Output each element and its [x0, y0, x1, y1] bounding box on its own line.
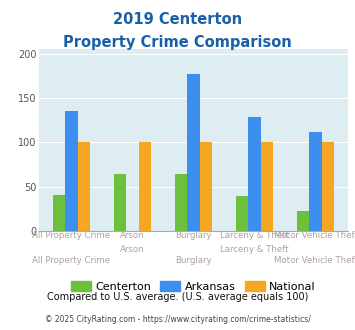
Text: Burglary: Burglary — [175, 231, 212, 240]
Text: Compared to U.S. average. (U.S. average equals 100): Compared to U.S. average. (U.S. average … — [47, 292, 308, 302]
Text: Arson: Arson — [120, 231, 145, 240]
Text: Motor Vehicle Theft: Motor Vehicle Theft — [274, 231, 355, 240]
Bar — [200, 142, 212, 231]
Text: Burglary: Burglary — [175, 256, 212, 265]
Bar — [236, 196, 248, 231]
Bar — [187, 74, 200, 231]
Text: All Property Crime: All Property Crime — [32, 231, 110, 240]
Text: Arson: Arson — [120, 245, 145, 254]
Legend: Centerton, Arkansas, National: Centerton, Arkansas, National — [67, 277, 320, 296]
Bar — [297, 211, 310, 231]
Text: Property Crime Comparison: Property Crime Comparison — [63, 35, 292, 50]
Bar — [261, 142, 273, 231]
Bar — [77, 142, 90, 231]
Bar — [53, 195, 65, 231]
Bar — [322, 142, 334, 231]
Text: Motor Vehicle Theft: Motor Vehicle Theft — [274, 256, 355, 265]
Bar — [248, 117, 261, 231]
Bar — [114, 174, 126, 231]
Text: Larceny & Theft: Larceny & Theft — [220, 231, 289, 240]
Text: All Property Crime: All Property Crime — [32, 256, 110, 265]
Text: 2019 Centerton: 2019 Centerton — [113, 12, 242, 26]
Text: © 2025 CityRating.com - https://www.cityrating.com/crime-statistics/: © 2025 CityRating.com - https://www.city… — [45, 315, 310, 324]
Bar — [138, 142, 151, 231]
Bar — [310, 132, 322, 231]
Text: Larceny & Theft: Larceny & Theft — [220, 245, 289, 254]
Bar — [175, 174, 187, 231]
Bar — [65, 112, 77, 231]
